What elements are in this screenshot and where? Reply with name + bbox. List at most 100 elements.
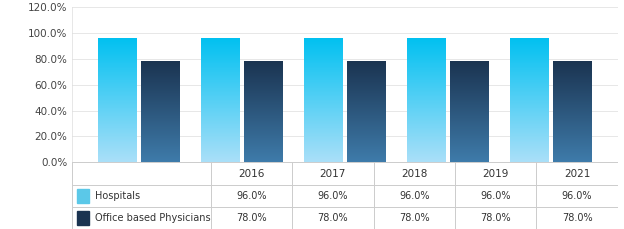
Bar <box>97 59 137 60</box>
Bar <box>141 151 180 152</box>
Bar <box>141 104 180 105</box>
Bar <box>200 112 240 113</box>
Bar <box>407 121 446 122</box>
Bar <box>200 81 240 82</box>
Bar <box>347 78 386 79</box>
Bar <box>407 120 446 121</box>
Bar <box>510 116 548 117</box>
Bar <box>553 78 592 79</box>
Bar <box>553 96 592 97</box>
Bar <box>510 144 548 145</box>
Bar <box>347 83 386 84</box>
Bar <box>303 66 343 67</box>
Bar <box>303 83 343 84</box>
Bar <box>200 49 240 50</box>
Bar <box>141 97 180 98</box>
Bar <box>97 61 137 62</box>
Bar <box>450 92 489 93</box>
Bar <box>97 108 137 109</box>
Bar <box>244 129 283 130</box>
Bar <box>407 38 446 39</box>
Bar <box>200 155 240 156</box>
Bar <box>510 139 548 140</box>
Bar <box>244 158 283 159</box>
Bar <box>200 116 240 117</box>
Bar <box>97 82 137 83</box>
Bar <box>303 102 343 103</box>
Bar <box>303 73 343 74</box>
Bar <box>450 156 489 157</box>
Bar <box>200 99 240 100</box>
Bar <box>97 114 137 115</box>
Bar <box>407 101 446 102</box>
Bar <box>244 85 283 86</box>
Bar <box>407 63 446 64</box>
Bar <box>347 154 386 155</box>
Bar <box>553 71 592 72</box>
Bar <box>407 66 446 67</box>
Bar <box>97 104 137 105</box>
Bar <box>303 45 343 46</box>
Bar <box>200 62 240 63</box>
Bar <box>347 72 386 73</box>
Bar <box>450 123 489 124</box>
Bar <box>97 77 137 78</box>
Bar <box>553 92 592 93</box>
Bar <box>450 109 489 110</box>
Bar <box>200 100 240 101</box>
Bar <box>244 67 283 68</box>
Bar <box>97 79 137 80</box>
Bar <box>141 143 180 144</box>
Bar <box>407 136 446 137</box>
Bar <box>303 71 343 72</box>
Bar <box>407 159 446 160</box>
Bar <box>510 80 548 81</box>
Bar <box>510 128 548 129</box>
Bar <box>303 43 343 44</box>
Bar <box>200 40 240 41</box>
Bar <box>553 122 592 123</box>
Bar <box>510 159 548 160</box>
Bar <box>510 125 548 126</box>
Bar <box>347 158 386 159</box>
Bar <box>407 96 446 97</box>
Bar <box>303 156 343 157</box>
Bar <box>200 47 240 48</box>
Bar <box>141 138 180 139</box>
Bar <box>407 145 446 146</box>
Bar <box>244 73 283 74</box>
Bar <box>97 118 137 119</box>
Bar <box>97 100 137 101</box>
Bar <box>450 135 489 136</box>
Bar <box>97 131 137 132</box>
Bar <box>97 68 137 69</box>
Bar <box>200 69 240 70</box>
Bar <box>450 126 489 127</box>
Bar <box>347 91 386 92</box>
Bar <box>553 94 592 95</box>
Bar <box>450 83 489 84</box>
Bar <box>97 150 137 151</box>
Bar <box>200 76 240 77</box>
Bar <box>450 82 489 83</box>
Bar <box>450 108 489 109</box>
Bar <box>553 138 592 139</box>
Bar <box>200 108 240 109</box>
Bar <box>553 102 592 103</box>
Bar <box>303 88 343 89</box>
Bar <box>200 143 240 144</box>
Bar <box>244 133 283 134</box>
Bar <box>303 55 343 56</box>
Bar <box>553 101 592 102</box>
Bar <box>347 150 386 151</box>
Bar <box>303 72 343 73</box>
Bar <box>553 158 592 159</box>
Text: 78.0%: 78.0% <box>562 213 592 223</box>
Bar <box>141 146 180 147</box>
Bar <box>200 109 240 110</box>
Bar <box>303 53 343 54</box>
Bar <box>510 72 548 73</box>
Bar <box>244 82 283 83</box>
Bar <box>450 124 489 125</box>
Bar <box>510 92 548 93</box>
